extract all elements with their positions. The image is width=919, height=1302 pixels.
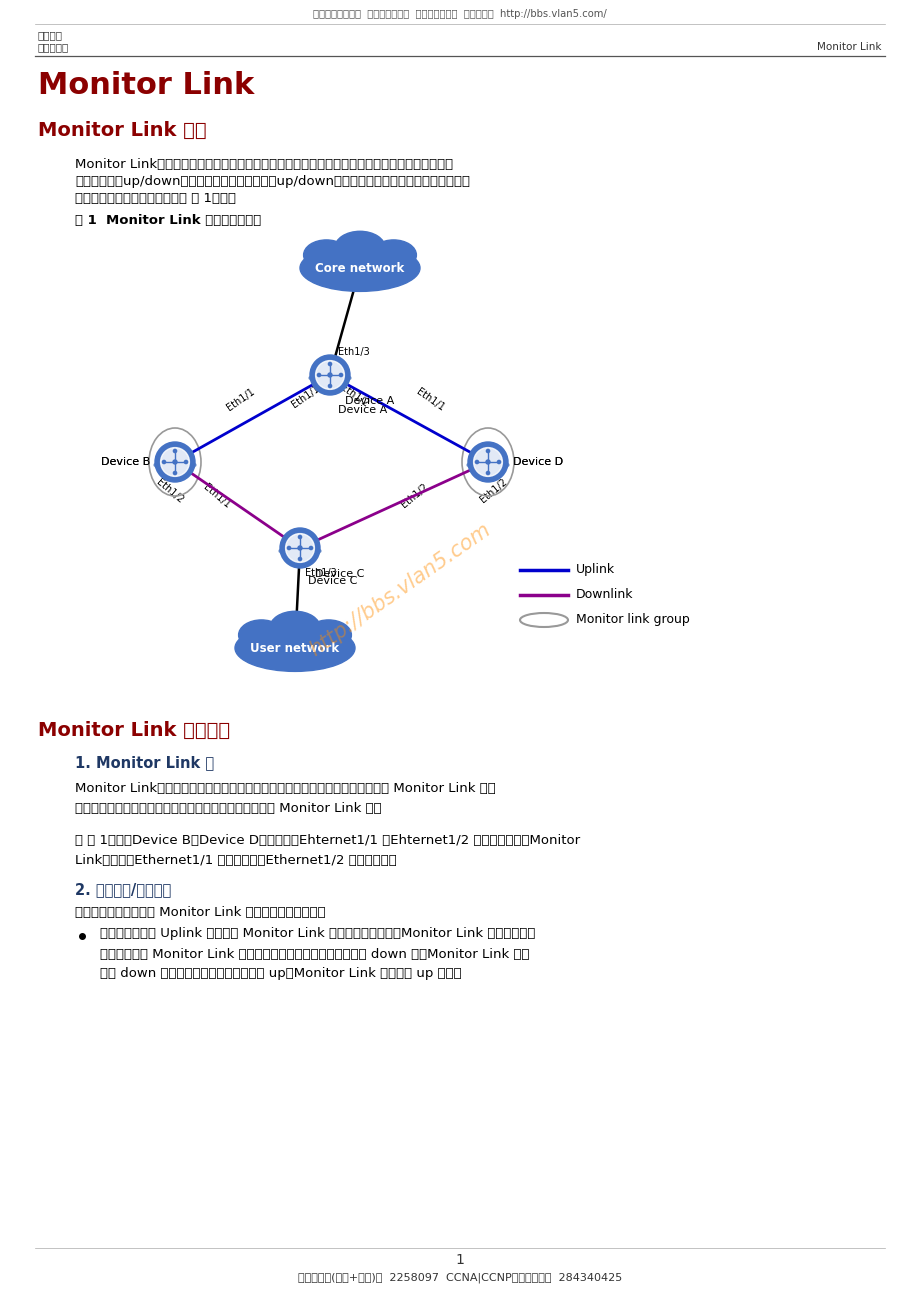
Ellipse shape xyxy=(367,268,401,288)
Ellipse shape xyxy=(370,240,416,270)
Circle shape xyxy=(486,471,489,475)
Text: Device D: Device D xyxy=(513,457,562,467)
Circle shape xyxy=(310,355,349,395)
Text: 版权归原作者所有  本资料只供试读  更多资源请访问  攻城狮论坛  http://bbs.vlan5.com/: 版权归原作者所有 本资料只供试读 更多资源请访问 攻城狮论坛 http://bb… xyxy=(312,9,607,20)
Text: 上行端口又称为 Uplink 端口，是 Monitor Link 组中被监控的端口，Monitor Link 组的状态与之: 上行端口又称为 Uplink 端口，是 Monitor Link 组中被监控的端… xyxy=(100,927,535,940)
Circle shape xyxy=(317,374,320,376)
Text: Eth1/2: Eth1/2 xyxy=(154,477,185,505)
Circle shape xyxy=(328,384,331,388)
Ellipse shape xyxy=(301,648,335,668)
Text: 以有多个上行端口或下行端口，但一个端口只能属于一个 Monitor Link 组。: 以有多个上行端口或下行端口，但一个端口只能属于一个 Monitor Link 组… xyxy=(75,802,381,815)
Ellipse shape xyxy=(319,268,352,288)
Ellipse shape xyxy=(153,460,196,470)
Text: Eth1/2: Eth1/2 xyxy=(399,482,429,510)
Text: 端口，根据其up/down状态的变化来触发下行端口up/down状态的变化，从而触发下游设备上拓扑: 端口，根据其up/down状态的变化来触发下行端口up/down状态的变化，从而… xyxy=(75,176,470,189)
Circle shape xyxy=(161,448,189,477)
Text: Eth1/2: Eth1/2 xyxy=(337,383,369,409)
Text: 处于 down 状态；而只要有一个上行端口 up，Monitor Link 组就处于 up 状态。: 处于 down 状态；而只要有一个上行端口 up，Monitor Link 组就… xyxy=(100,967,461,980)
Text: Monitor Link: Monitor Link xyxy=(38,70,254,99)
Ellipse shape xyxy=(238,620,284,650)
Text: Uplink: Uplink xyxy=(575,564,615,577)
Circle shape xyxy=(298,546,301,549)
Text: 攻城狮论坛(技术+生活)群  2258097  CCNA|CCNP免费答疑题库  284340425: 攻城狮论坛(技术+生活)群 2258097 CCNA|CCNP免费答疑题库 28… xyxy=(298,1273,621,1284)
Circle shape xyxy=(328,362,331,366)
Text: Monitor Link 概念介绍: Monitor Link 概念介绍 xyxy=(38,720,230,740)
Circle shape xyxy=(173,460,176,464)
Text: Device C: Device C xyxy=(314,569,364,579)
Text: 技术介绍: 技术介绍 xyxy=(38,30,62,40)
Text: Monitor Link是一种端口联动方案，主要用于配合二层拓扑协议的组网应用，通过监控设备的上行: Monitor Link是一种端口联动方案，主要用于配合二层拓扑协议的组网应用，… xyxy=(75,159,453,172)
Text: http://bbs.vlan5.com: http://bbs.vlan5.com xyxy=(305,519,494,660)
Text: Eth1/1: Eth1/1 xyxy=(201,482,232,510)
Ellipse shape xyxy=(303,240,349,270)
Circle shape xyxy=(309,547,312,549)
Circle shape xyxy=(468,441,507,482)
Text: Eth1/1: Eth1/1 xyxy=(225,387,256,413)
Circle shape xyxy=(173,471,176,475)
Text: 如 图 1所示，Device B和Device D各自的端口Ehternet1/1 和Ehternet1/2 分别组成了一个Monitor: 如 图 1所示，Device B和Device D各自的端口Ehternet1/… xyxy=(75,833,580,846)
Ellipse shape xyxy=(335,232,385,264)
Text: Device B: Device B xyxy=(101,457,150,467)
Text: Eth1/1: Eth1/1 xyxy=(414,387,446,413)
Ellipse shape xyxy=(309,372,351,383)
Text: Eth1/1: Eth1/1 xyxy=(289,383,322,409)
Ellipse shape xyxy=(305,620,351,650)
Text: Monitor Link 简介: Monitor Link 简介 xyxy=(38,121,207,139)
Circle shape xyxy=(298,535,301,539)
Text: Monitor Link组也叫监控链路组，每个组由上行端口和下行端口共同组成。一个 Monitor Link 组可: Monitor Link组也叫监控链路组，每个组由上行端口和下行端口共同组成。一… xyxy=(75,781,495,794)
Circle shape xyxy=(486,449,489,453)
Text: Core network: Core network xyxy=(315,262,404,275)
Text: 2. 上行端口/下行端口: 2. 上行端口/下行端口 xyxy=(75,883,171,897)
Text: Device B: Device B xyxy=(101,457,150,467)
Text: Monitor Link: Monitor Link xyxy=(817,42,881,52)
Text: 协议所控制备份链路的切换，如 图 1所示。: 协议所控制备份链路的切换，如 图 1所示。 xyxy=(75,193,236,206)
Text: Eth1/3: Eth1/3 xyxy=(337,348,369,357)
Text: Eth1/3: Eth1/3 xyxy=(305,568,336,578)
Circle shape xyxy=(163,461,165,464)
Circle shape xyxy=(287,547,290,549)
Circle shape xyxy=(475,461,478,464)
Text: 图 1  Monitor Link 应用场景示意图: 图 1 Monitor Link 应用场景示意图 xyxy=(75,214,261,227)
Text: 上行端口和下行端口是 Monitor Link 组中的两个端口角色：: 上行端口和下行端口是 Monitor Link 组中的两个端口角色： xyxy=(75,905,325,918)
Text: 局域网协议: 局域网协议 xyxy=(38,42,69,52)
Circle shape xyxy=(339,374,342,376)
Text: 保持联动。当 Monitor Link 组中没有上行端口或所有上行端口都 down 时，Monitor Link 组就: 保持联动。当 Monitor Link 组中没有上行端口或所有上行端口都 dow… xyxy=(100,948,529,961)
Circle shape xyxy=(298,557,301,561)
Ellipse shape xyxy=(278,546,321,556)
Text: Device A: Device A xyxy=(337,405,387,415)
Text: 1. Monitor Link 组: 1. Monitor Link 组 xyxy=(75,755,214,771)
Text: Eth1/2: Eth1/2 xyxy=(478,477,508,505)
Text: Device C: Device C xyxy=(308,575,357,586)
Circle shape xyxy=(485,460,490,464)
Text: Downlink: Downlink xyxy=(575,589,633,602)
Circle shape xyxy=(473,448,502,477)
Ellipse shape xyxy=(269,611,320,644)
Circle shape xyxy=(328,372,332,378)
Circle shape xyxy=(279,529,320,568)
Circle shape xyxy=(184,461,187,464)
Circle shape xyxy=(497,461,500,464)
Text: Monitor link group: Monitor link group xyxy=(575,613,689,626)
Circle shape xyxy=(315,361,344,389)
Circle shape xyxy=(173,449,176,453)
Ellipse shape xyxy=(254,648,288,668)
Circle shape xyxy=(154,441,195,482)
Text: Link组，其中Ethernet1/1 为上行端口，Ethernet1/2 为下行端口。: Link组，其中Ethernet1/1 为上行端口，Ethernet1/2 为下… xyxy=(75,854,396,867)
Ellipse shape xyxy=(234,625,355,672)
Text: Device A: Device A xyxy=(345,396,394,406)
Text: 1: 1 xyxy=(455,1253,464,1267)
Ellipse shape xyxy=(300,245,420,292)
Text: User network: User network xyxy=(250,642,339,655)
Ellipse shape xyxy=(467,460,508,470)
Circle shape xyxy=(285,534,314,562)
Text: Device D: Device D xyxy=(513,457,562,467)
